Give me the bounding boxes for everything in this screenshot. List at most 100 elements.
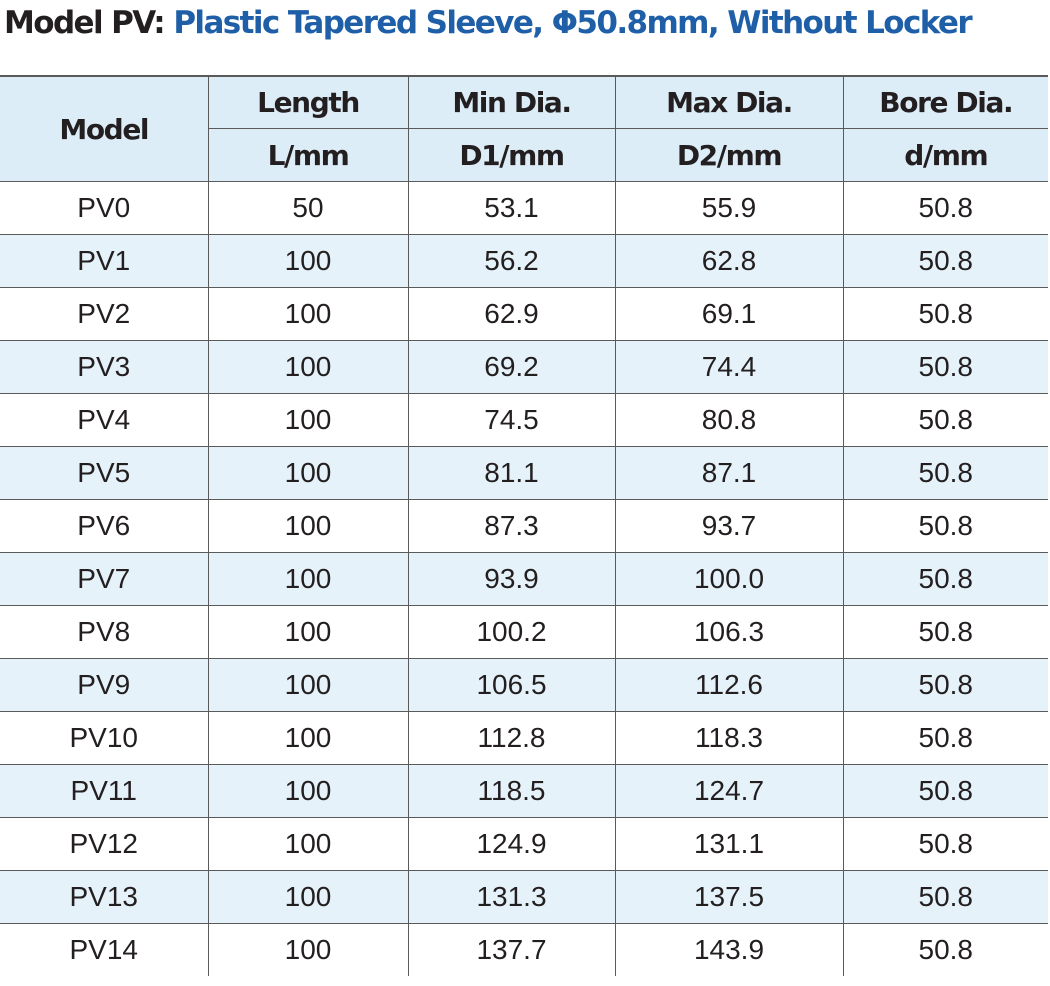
cell-model: PV7 bbox=[0, 552, 209, 606]
table-row: PV6 100 87.3 93.7 50.8 bbox=[0, 499, 1048, 553]
cell-model: PV10 bbox=[0, 711, 209, 765]
cell-bore-dia: 50.8 bbox=[842, 340, 1048, 394]
cell-min-dia: 124.9 bbox=[407, 817, 616, 871]
cell-min-dia: 62.9 bbox=[407, 287, 616, 341]
cell-bore-dia: 50.8 bbox=[842, 499, 1048, 553]
cell-min-dia: 131.3 bbox=[407, 870, 616, 924]
cell-min-dia: 93.9 bbox=[407, 552, 616, 606]
header-row-labels: Model Length Min Dia. Max Dia. Bore Dia. bbox=[0, 75, 1048, 182]
cell-length: 100 bbox=[207, 658, 409, 712]
header-min-dia-unit: D1/mm bbox=[407, 128, 616, 182]
cell-max-dia: 69.1 bbox=[614, 287, 844, 341]
header-min-dia-label: Min Dia. bbox=[407, 75, 616, 129]
header-row-units: L/mm D1/mm D2/mm d/mm bbox=[0, 128, 1048, 182]
cell-max-dia: 112.6 bbox=[614, 658, 844, 712]
cell-bore-dia: 50.8 bbox=[842, 287, 1048, 341]
cell-length: 100 bbox=[207, 764, 409, 818]
cell-model: PV0 bbox=[0, 181, 209, 235]
table-row: PV9 100 106.5 112.6 50.8 bbox=[0, 658, 1048, 712]
table-row: PV8 100 100.2 106.3 50.8 bbox=[0, 605, 1048, 659]
table-row: PV3 100 69.2 74.4 50.8 bbox=[0, 340, 1048, 394]
cell-max-dia: 80.8 bbox=[614, 393, 844, 447]
cell-min-dia: 100.2 bbox=[407, 605, 616, 659]
spec-table: Model Length Min Dia. Max Dia. Bore Dia.… bbox=[0, 75, 1048, 976]
cell-length: 100 bbox=[207, 393, 409, 447]
cell-min-dia: 118.5 bbox=[407, 764, 616, 818]
cell-model: PV12 bbox=[0, 817, 209, 871]
cell-min-dia: 112.8 bbox=[407, 711, 616, 765]
cell-min-dia: 74.5 bbox=[407, 393, 616, 447]
cell-max-dia: 143.9 bbox=[614, 923, 844, 976]
cell-model: PV2 bbox=[0, 287, 209, 341]
cell-length: 100 bbox=[207, 870, 409, 924]
table-row: PV10 100 112.8 118.3 50.8 bbox=[0, 711, 1048, 765]
cell-min-dia: 106.5 bbox=[407, 658, 616, 712]
table-row: PV4 100 74.5 80.8 50.8 bbox=[0, 393, 1048, 447]
table-row: PV12 100 124.9 131.1 50.8 bbox=[0, 817, 1048, 871]
header-max-dia-unit: D2/mm bbox=[614, 128, 844, 182]
cell-model: PV6 bbox=[0, 499, 209, 553]
table-header: Model Length Min Dia. Max Dia. Bore Dia.… bbox=[0, 75, 1048, 182]
cell-model: PV11 bbox=[0, 764, 209, 818]
cell-length: 50 bbox=[207, 181, 409, 235]
cell-length: 100 bbox=[207, 499, 409, 553]
table-body: PV0 50 53.1 55.9 50.8 PV1 100 56.2 62.8 … bbox=[0, 181, 1048, 976]
cell-model: PV14 bbox=[0, 923, 209, 976]
cell-model: PV13 bbox=[0, 870, 209, 924]
cell-bore-dia: 50.8 bbox=[842, 446, 1048, 500]
cell-min-dia: 81.1 bbox=[407, 446, 616, 500]
cell-max-dia: 118.3 bbox=[614, 711, 844, 765]
cell-bore-dia: 50.8 bbox=[842, 764, 1048, 818]
cell-length: 100 bbox=[207, 234, 409, 288]
cell-length: 100 bbox=[207, 923, 409, 976]
cell-bore-dia: 50.8 bbox=[842, 393, 1048, 447]
cell-min-dia: 69.2 bbox=[407, 340, 616, 394]
cell-bore-dia: 50.8 bbox=[842, 658, 1048, 712]
cell-length: 100 bbox=[207, 711, 409, 765]
header-max-dia-label: Max Dia. bbox=[614, 75, 844, 129]
cell-length: 100 bbox=[207, 817, 409, 871]
header-bore-dia-unit: d/mm bbox=[842, 128, 1048, 182]
cell-model: PV8 bbox=[0, 605, 209, 659]
cell-bore-dia: 50.8 bbox=[842, 234, 1048, 288]
cell-model: PV5 bbox=[0, 446, 209, 500]
header-model: Model bbox=[0, 75, 209, 182]
cell-max-dia: 87.1 bbox=[614, 446, 844, 500]
cell-length: 100 bbox=[207, 340, 409, 394]
cell-max-dia: 131.1 bbox=[614, 817, 844, 871]
cell-bore-dia: 50.8 bbox=[842, 552, 1048, 606]
cell-max-dia: 93.7 bbox=[614, 499, 844, 553]
cell-max-dia: 137.5 bbox=[614, 870, 844, 924]
table-row: PV11 100 118.5 124.7 50.8 bbox=[0, 764, 1048, 818]
table-row: PV0 50 53.1 55.9 50.8 bbox=[0, 181, 1048, 235]
cell-length: 100 bbox=[207, 552, 409, 606]
cell-bore-dia: 50.8 bbox=[842, 817, 1048, 871]
table-row: PV7 100 93.9 100.0 50.8 bbox=[0, 552, 1048, 606]
cell-bore-dia: 50.8 bbox=[842, 605, 1048, 659]
cell-length: 100 bbox=[207, 605, 409, 659]
cell-model: PV9 bbox=[0, 658, 209, 712]
cell-max-dia: 74.4 bbox=[614, 340, 844, 394]
cell-bore-dia: 50.8 bbox=[842, 181, 1048, 235]
table-row: PV13 100 131.3 137.5 50.8 bbox=[0, 870, 1048, 924]
cell-min-dia: 56.2 bbox=[407, 234, 616, 288]
cell-model: PV4 bbox=[0, 393, 209, 447]
cell-length: 100 bbox=[207, 287, 409, 341]
cell-bore-dia: 50.8 bbox=[842, 923, 1048, 976]
cell-bore-dia: 50.8 bbox=[842, 711, 1048, 765]
table-row: PV5 100 81.1 87.1 50.8 bbox=[0, 446, 1048, 500]
table-row: PV14 100 137.7 143.9 50.8 bbox=[0, 923, 1048, 976]
cell-max-dia: 62.8 bbox=[614, 234, 844, 288]
cell-max-dia: 106.3 bbox=[614, 605, 844, 659]
cell-min-dia: 87.3 bbox=[407, 499, 616, 553]
header-length-unit: L/mm bbox=[208, 128, 409, 182]
table-row: PV1 100 56.2 62.8 50.8 bbox=[0, 234, 1048, 288]
cell-length: 100 bbox=[207, 446, 409, 500]
title-description: Plastic Tapered Sleeve, Φ50.8mm, Without… bbox=[173, 5, 972, 41]
cell-model: PV3 bbox=[0, 340, 209, 394]
header-bore-dia-label: Bore Dia. bbox=[842, 75, 1048, 129]
cell-max-dia: 55.9 bbox=[614, 181, 844, 235]
cell-max-dia: 100.0 bbox=[614, 552, 844, 606]
page-title: Model PV: Plastic Tapered Sleeve, Φ50.8m… bbox=[4, 0, 973, 46]
title-model: Model PV: bbox=[4, 5, 166, 41]
